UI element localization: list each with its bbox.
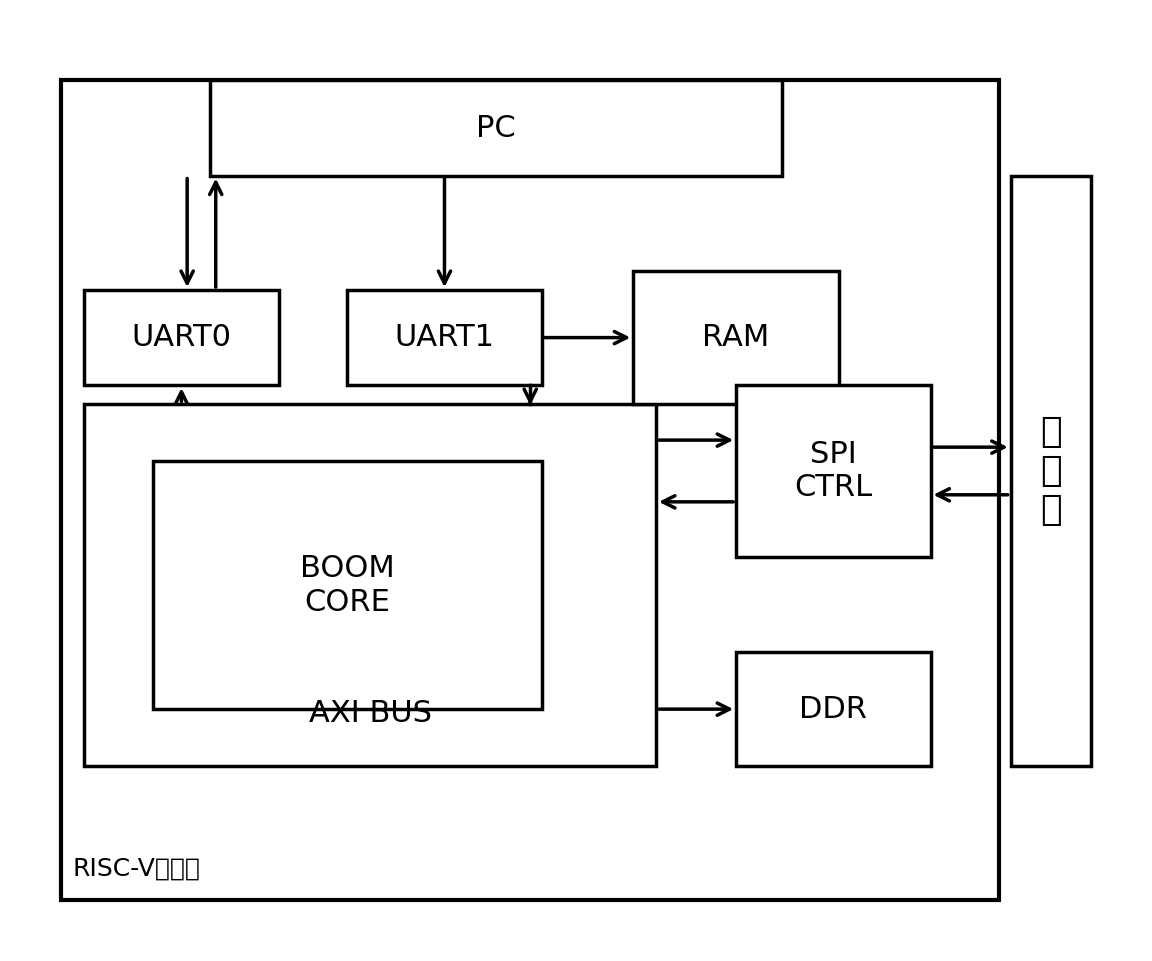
Bar bbox=[634, 271, 839, 405]
Text: UART0: UART0 bbox=[131, 323, 232, 352]
Bar bbox=[210, 81, 782, 176]
Text: SPI
CTRL: SPI CTRL bbox=[794, 440, 872, 503]
Text: AXI BUS: AXI BUS bbox=[309, 700, 432, 728]
Bar bbox=[84, 405, 655, 766]
Text: RAM: RAM bbox=[703, 323, 770, 352]
Bar bbox=[153, 461, 541, 709]
Bar bbox=[1010, 176, 1091, 766]
Bar bbox=[84, 290, 279, 385]
Bar bbox=[347, 290, 541, 385]
Text: BOOM
CORE: BOOM CORE bbox=[300, 554, 395, 617]
Text: 存
储
卡: 存 储 卡 bbox=[1040, 414, 1061, 528]
Bar bbox=[736, 385, 931, 556]
Bar bbox=[736, 652, 931, 766]
Text: RISC-V处理器: RISC-V处理器 bbox=[73, 856, 200, 880]
Text: DDR: DDR bbox=[799, 695, 867, 724]
Text: PC: PC bbox=[476, 113, 516, 142]
Bar bbox=[61, 81, 999, 899]
Text: UART1: UART1 bbox=[394, 323, 494, 352]
